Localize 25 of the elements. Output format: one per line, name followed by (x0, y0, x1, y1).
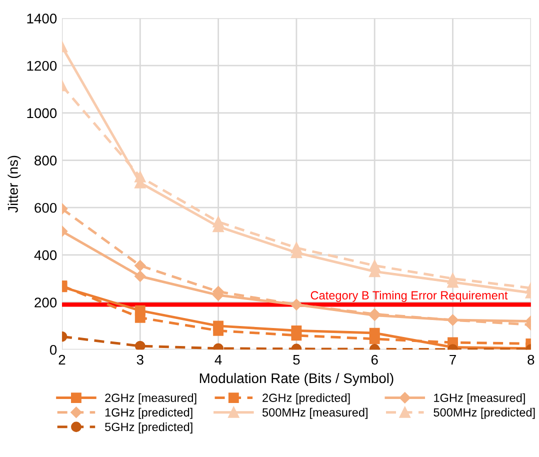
legend-label: 500MHz [measured] (262, 408, 368, 419)
legend-label: 2GHz [predicted] (262, 393, 350, 404)
y-tick-label: 1000 (27, 108, 57, 118)
y-tick-label: 400 (34, 250, 57, 260)
legend-label: 5GHz [predicted] (105, 422, 192, 434)
x-tick-label: 7 (450, 354, 456, 365)
legend-label: 1GHz [measured] (434, 393, 525, 404)
legend-label: 500MHz [predicted] (434, 408, 535, 419)
legend-label: 1GHz [predicted] (105, 408, 192, 419)
x-tick-label: 2 (58, 354, 66, 365)
y-tick-label: 800 (34, 156, 57, 166)
y-tick-label: 600 (34, 202, 57, 213)
legend-label: 2GHz [measured] (105, 393, 196, 404)
y-tick-label: 1200 (27, 60, 57, 71)
y-tick-label: 200 (34, 298, 57, 308)
x-tick-label: 5 (293, 354, 300, 365)
y-tick-label: 0 (50, 344, 57, 355)
x-tick-label: 8 (528, 354, 534, 365)
x-tick-label: 4 (214, 354, 222, 365)
x-axis-title: Modulation Rate (Bits / Symbol) (200, 372, 394, 386)
x-tick-label: 6 (371, 354, 378, 365)
y-tick-label: 1400 (27, 14, 57, 24)
x-tick-label: 3 (136, 354, 144, 365)
y-axis-title: Jitter (ns) (8, 156, 21, 213)
ref-line-label: Category B Timing Error Requirement (310, 290, 508, 302)
